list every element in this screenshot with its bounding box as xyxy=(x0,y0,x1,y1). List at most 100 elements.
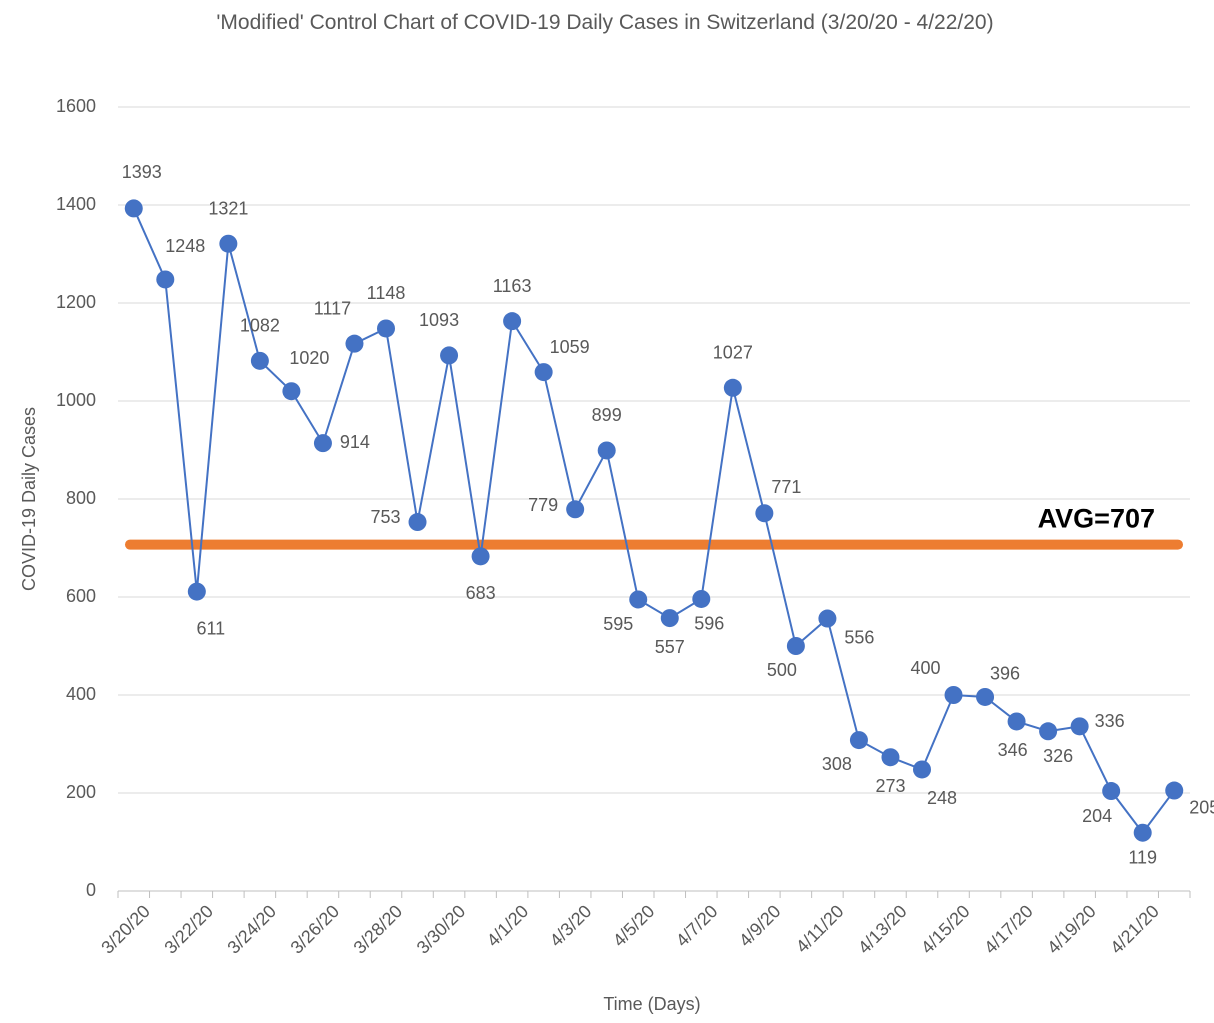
data-point xyxy=(1007,712,1026,731)
y-tick-label: 800 xyxy=(66,488,96,508)
x-tick-label: 4/5/20 xyxy=(609,901,659,951)
y-axis-label: COVID-19 Daily Cases xyxy=(19,407,39,591)
y-tick-label: 1400 xyxy=(56,194,96,214)
chart-title: 'Modified' Control Chart of COVID-19 Dai… xyxy=(216,11,994,34)
x-tick-label: 4/9/20 xyxy=(735,901,785,951)
x-tick-label: 4/21/20 xyxy=(1106,901,1163,958)
x-tick-label: 3/22/20 xyxy=(160,901,217,958)
data-label: 596 xyxy=(694,614,724,634)
data-label: 1393 xyxy=(122,162,162,182)
data-label: 899 xyxy=(592,405,622,425)
x-tick-label: 4/17/20 xyxy=(980,901,1037,958)
data-point xyxy=(156,270,175,289)
data-point xyxy=(755,504,774,523)
data-label: 1082 xyxy=(240,316,280,336)
data-point xyxy=(250,351,269,370)
data-point xyxy=(723,378,742,397)
x-tick-label: 3/24/20 xyxy=(223,901,280,958)
x-tick-label: 3/26/20 xyxy=(287,901,344,958)
y-tick-label: 0 xyxy=(86,880,96,900)
x-tick-label: 4/13/20 xyxy=(854,901,911,958)
data-label: 1163 xyxy=(493,276,532,296)
data-label: 205 xyxy=(1189,797,1214,817)
y-tick-label: 200 xyxy=(66,782,96,802)
data-label: 1020 xyxy=(289,348,329,368)
data-label: 779 xyxy=(528,495,558,515)
data-label: 1248 xyxy=(165,236,205,256)
y-tick-label: 600 xyxy=(66,586,96,606)
data-label: 683 xyxy=(466,583,496,603)
data-point xyxy=(692,589,711,608)
x-tick-label: 4/1/20 xyxy=(483,901,533,951)
data-label: 753 xyxy=(371,507,401,527)
x-axis-label: Time (Days) xyxy=(603,994,700,1014)
data-point xyxy=(124,199,143,218)
data-label: 308 xyxy=(822,754,852,774)
data-label: 273 xyxy=(875,776,905,796)
data-label: 1093 xyxy=(419,310,459,330)
data-label: 595 xyxy=(603,614,633,634)
data-label: 771 xyxy=(771,477,801,497)
data-point xyxy=(1165,781,1184,800)
data-point xyxy=(881,748,900,767)
x-tick-label: 3/28/20 xyxy=(350,901,407,958)
data-label: 400 xyxy=(911,658,941,678)
data-point xyxy=(786,637,805,655)
data-label: 500 xyxy=(767,660,797,680)
data-point xyxy=(471,547,490,566)
data-point xyxy=(345,334,364,353)
average-label: AVG=707 xyxy=(1038,504,1155,534)
data-point xyxy=(913,760,931,779)
data-label: 914 xyxy=(340,432,370,452)
data-label: 1117 xyxy=(314,298,351,318)
x-tick-label: 3/30/20 xyxy=(413,901,470,958)
data-label: 1321 xyxy=(208,198,248,218)
data-point xyxy=(503,312,522,331)
x-tick-label: 4/19/20 xyxy=(1043,901,1100,958)
x-tick-label: 4/3/20 xyxy=(546,901,596,951)
data-label: 611 xyxy=(196,618,225,638)
data-point xyxy=(597,441,616,460)
data-label: 1059 xyxy=(550,337,590,357)
data-point xyxy=(660,609,679,628)
data-point xyxy=(187,582,206,601)
data-label: 557 xyxy=(655,637,685,657)
data-point xyxy=(818,609,837,628)
data-point xyxy=(1039,722,1058,741)
data-point xyxy=(944,686,963,704)
data-label: 1027 xyxy=(713,343,753,363)
data-point xyxy=(849,731,868,750)
data-point xyxy=(534,363,553,382)
data-point xyxy=(313,434,332,453)
x-tick-label: 4/7/20 xyxy=(672,901,722,951)
y-tick-label: 1600 xyxy=(56,96,96,116)
data-point xyxy=(566,500,585,519)
data-label: 248 xyxy=(927,788,957,808)
data-point xyxy=(1102,782,1121,801)
data-point xyxy=(1133,823,1152,842)
data-point xyxy=(219,234,238,253)
data-label: 119 xyxy=(1128,847,1157,867)
data-label: 326 xyxy=(1043,746,1073,766)
y-tick-label: 1000 xyxy=(56,390,96,410)
data-point xyxy=(440,346,459,365)
y-tick-label: 400 xyxy=(66,684,96,704)
data-label: 396 xyxy=(990,664,1020,684)
series-line xyxy=(132,208,1176,835)
x-tick-label: 4/11/20 xyxy=(792,901,848,957)
data-point xyxy=(408,513,427,532)
data-label: 346 xyxy=(998,740,1028,760)
data-point xyxy=(976,687,995,706)
data-point xyxy=(282,382,301,401)
y-tick-label: 1200 xyxy=(56,292,96,312)
data-label: 336 xyxy=(1095,711,1125,731)
x-tick-label: 3/20/20 xyxy=(97,901,154,958)
x-tick-label: 4/15/20 xyxy=(917,901,974,958)
data-point xyxy=(629,590,648,609)
data-label: 1148 xyxy=(367,283,406,303)
data-label: 556 xyxy=(844,627,874,647)
data-label: 204 xyxy=(1082,806,1112,826)
data-point xyxy=(1070,717,1089,736)
